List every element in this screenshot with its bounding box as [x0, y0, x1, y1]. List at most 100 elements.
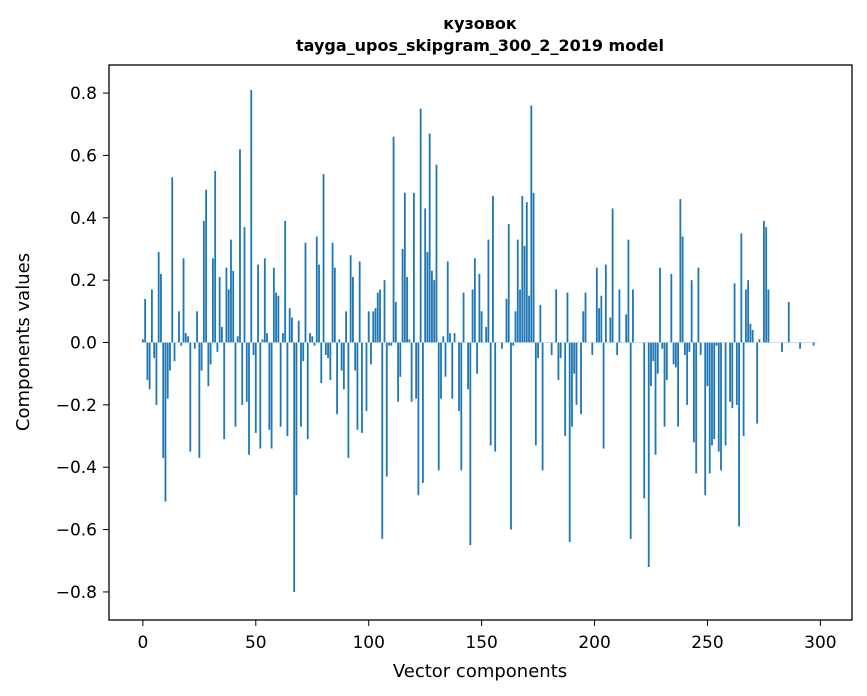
bar-63: [284, 221, 286, 343]
bar-68: [296, 343, 298, 496]
bar-74: [309, 333, 311, 342]
y-tick-label: 0.2: [70, 271, 97, 291]
bar-136: [449, 333, 451, 342]
bar-202: [598, 308, 600, 342]
bar-255: [718, 343, 720, 452]
bar-41: [235, 343, 237, 427]
bar-216: [630, 343, 632, 539]
y-tick-label: 0.4: [70, 209, 97, 229]
bar-0: [142, 339, 144, 342]
bar-113: [397, 343, 399, 402]
bar-265: [740, 233, 742, 342]
bar-28: [205, 190, 207, 343]
bar-35: [221, 327, 223, 343]
bar-256: [720, 343, 722, 471]
bar-273: [759, 339, 761, 342]
bar-165: [515, 311, 517, 342]
x-tick-label: 0: [137, 633, 148, 653]
bar-215: [628, 240, 630, 343]
x-tick-label: 200: [578, 633, 610, 653]
bar-222: [643, 343, 645, 499]
bar-130: [436, 165, 438, 343]
bar-131: [438, 343, 440, 471]
bar-277: [768, 289, 770, 342]
bar-84: [332, 243, 334, 343]
bar-249: [704, 343, 706, 496]
bar-70: [300, 343, 302, 427]
bar-276: [765, 227, 767, 342]
bar-229: [659, 268, 661, 343]
bar-80: [323, 174, 325, 342]
bar-61: [280, 343, 282, 427]
bar-190: [571, 343, 573, 427]
bar-44: [241, 343, 243, 405]
bar-174: [535, 343, 537, 446]
bar-14: [174, 343, 176, 362]
bar-11: [167, 343, 169, 399]
bar-21: [189, 343, 191, 452]
bar-217: [632, 289, 634, 342]
bar-191: [573, 343, 575, 374]
bar-252: [711, 343, 713, 446]
bar-118: [408, 339, 410, 342]
bar-170: [526, 202, 528, 342]
bar-104: [377, 293, 379, 343]
bar-138: [454, 333, 456, 342]
bar-232: [666, 343, 668, 380]
bar-83: [329, 343, 331, 380]
bar-168: [521, 196, 523, 343]
chart-title: кузовок: [443, 14, 517, 33]
x-axis-label: Vector components: [393, 661, 567, 682]
bar-series: [142, 90, 817, 592]
bar-176: [539, 305, 541, 342]
bar-210: [616, 343, 618, 355]
bar-242: [688, 343, 690, 352]
bar-161: [506, 299, 508, 343]
x-tick-label: 150: [465, 633, 497, 653]
bar-263: [736, 343, 738, 405]
bar-173: [533, 193, 535, 343]
bar-214: [625, 314, 627, 342]
bar-181: [551, 343, 553, 355]
bar-196: [585, 293, 587, 343]
bar-105: [379, 289, 381, 342]
bar-91: [347, 343, 349, 458]
y-tick-label: 0.0: [70, 334, 97, 354]
bar-126: [427, 252, 429, 342]
bar-253: [713, 343, 715, 440]
bar-272: [756, 343, 758, 424]
bar-254: [716, 343, 718, 346]
bar-107: [384, 280, 386, 342]
bar-267: [745, 289, 747, 342]
bar-48: [250, 90, 252, 343]
bar-231: [664, 343, 666, 427]
bar-261: [731, 343, 733, 408]
bar-62: [282, 333, 284, 342]
bar-163: [510, 343, 512, 530]
bar-89: [343, 343, 345, 390]
bar-97: [361, 343, 363, 433]
bar-37: [226, 268, 228, 343]
bar-94: [354, 343, 356, 371]
bar-240: [684, 343, 686, 355]
bar-208: [612, 208, 614, 342]
x-tick-label: 100: [352, 633, 384, 653]
bar-27: [203, 221, 205, 343]
bar-79: [320, 343, 322, 384]
bar-3: [149, 343, 151, 390]
bar-78: [318, 265, 320, 343]
bar-76: [314, 343, 316, 346]
bar-195: [582, 311, 584, 342]
bar-188: [567, 293, 569, 343]
bar-116: [404, 193, 406, 343]
bar-106: [381, 343, 383, 539]
bar-122: [417, 343, 419, 496]
bar-85: [334, 268, 336, 343]
bar-169: [524, 246, 526, 343]
bar-286: [788, 302, 790, 343]
bar-81: [325, 343, 327, 355]
x-tick-label: 250: [691, 633, 723, 653]
bar-56: [268, 343, 270, 430]
bar-49: [253, 343, 255, 355]
bar-155: [492, 196, 494, 343]
